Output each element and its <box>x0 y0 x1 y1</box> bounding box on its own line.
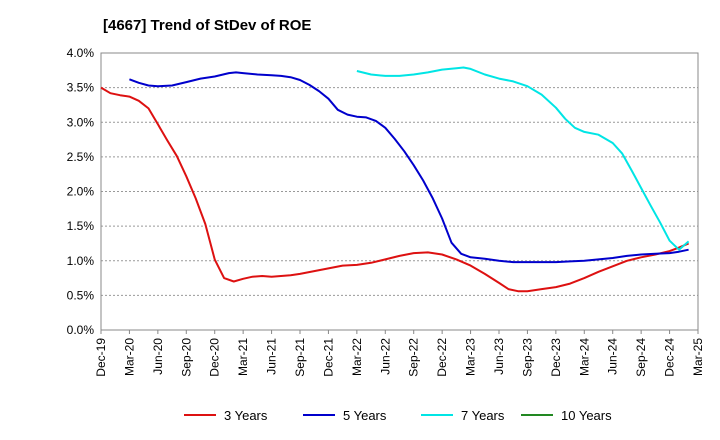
x-tick-label: Sep-24 <box>634 338 648 377</box>
series-lines <box>100 66 690 293</box>
x-tick-label: Sep-20 <box>179 338 193 377</box>
y-tick-label: 4.0% <box>67 46 95 60</box>
grid <box>101 87 698 296</box>
x-tick-label: Dec-22 <box>435 338 449 377</box>
x-tick-label: Mar-23 <box>464 338 478 376</box>
plot-area <box>100 52 699 331</box>
x-tick-label: Dec-23 <box>549 338 563 377</box>
legend-label: 10 Years <box>561 408 612 423</box>
x-tick-label: Dec-19 <box>94 338 108 377</box>
x-tick-label: Sep-23 <box>520 338 534 377</box>
y-tick-label: 0.0% <box>67 323 95 337</box>
y-tick-label: 3.0% <box>67 115 95 129</box>
y-tick-label: 1.0% <box>67 254 95 268</box>
x-tick-label: Dec-20 <box>208 338 222 377</box>
x-tick-label: Dec-21 <box>321 338 335 377</box>
y-tick-label: 3.5% <box>67 81 95 95</box>
x-tick-label: Mar-21 <box>236 338 250 376</box>
x-tick-label: Mar-22 <box>350 338 364 376</box>
series-line-7-years <box>356 66 690 251</box>
x-tick-label: Mar-24 <box>577 338 591 376</box>
y-tick-label: 2.5% <box>67 150 95 164</box>
x-tick-label: Jun-24 <box>606 338 620 375</box>
series-line-5-years <box>129 71 689 264</box>
x-tick-label: Jun-20 <box>151 338 165 375</box>
x-tick-label: Mar-25 <box>691 338 705 376</box>
legend-label: 5 Years <box>343 408 387 423</box>
y-tick-label: 2.0% <box>67 185 95 199</box>
legend-label: 3 Years <box>224 408 268 423</box>
x-tick-label: Jun-23 <box>492 338 506 375</box>
x-tick-label: Dec-24 <box>663 338 677 377</box>
x-tick-label: Sep-21 <box>293 338 307 377</box>
legend-label: 7 Years <box>461 408 505 423</box>
x-axis: Dec-19 Mar-20 Jun-20 Sep-20 Dec-20 Mar-21 Jun-… <box>94 330 705 377</box>
x-tick-label: Mar-20 <box>122 338 136 376</box>
x-tick-label: Jun-21 <box>265 338 279 375</box>
y-tick-label: 0.5% <box>67 288 95 302</box>
series-line-3-years <box>100 86 690 293</box>
y-tick-label: 1.5% <box>67 219 95 233</box>
chart-title: [4667] Trend of StDev of ROE <box>103 17 311 34</box>
y-axis: 0.0% 0.5% 1.0% 1.5% 2.0% 2.5% 3.0% 3.5% 4.0% <box>67 46 95 337</box>
x-tick-label: Jun-22 <box>378 338 392 375</box>
x-tick-label: Sep-22 <box>407 338 421 377</box>
legend: 3 Years 5 Years 7 Years 10 Years <box>184 408 612 423</box>
